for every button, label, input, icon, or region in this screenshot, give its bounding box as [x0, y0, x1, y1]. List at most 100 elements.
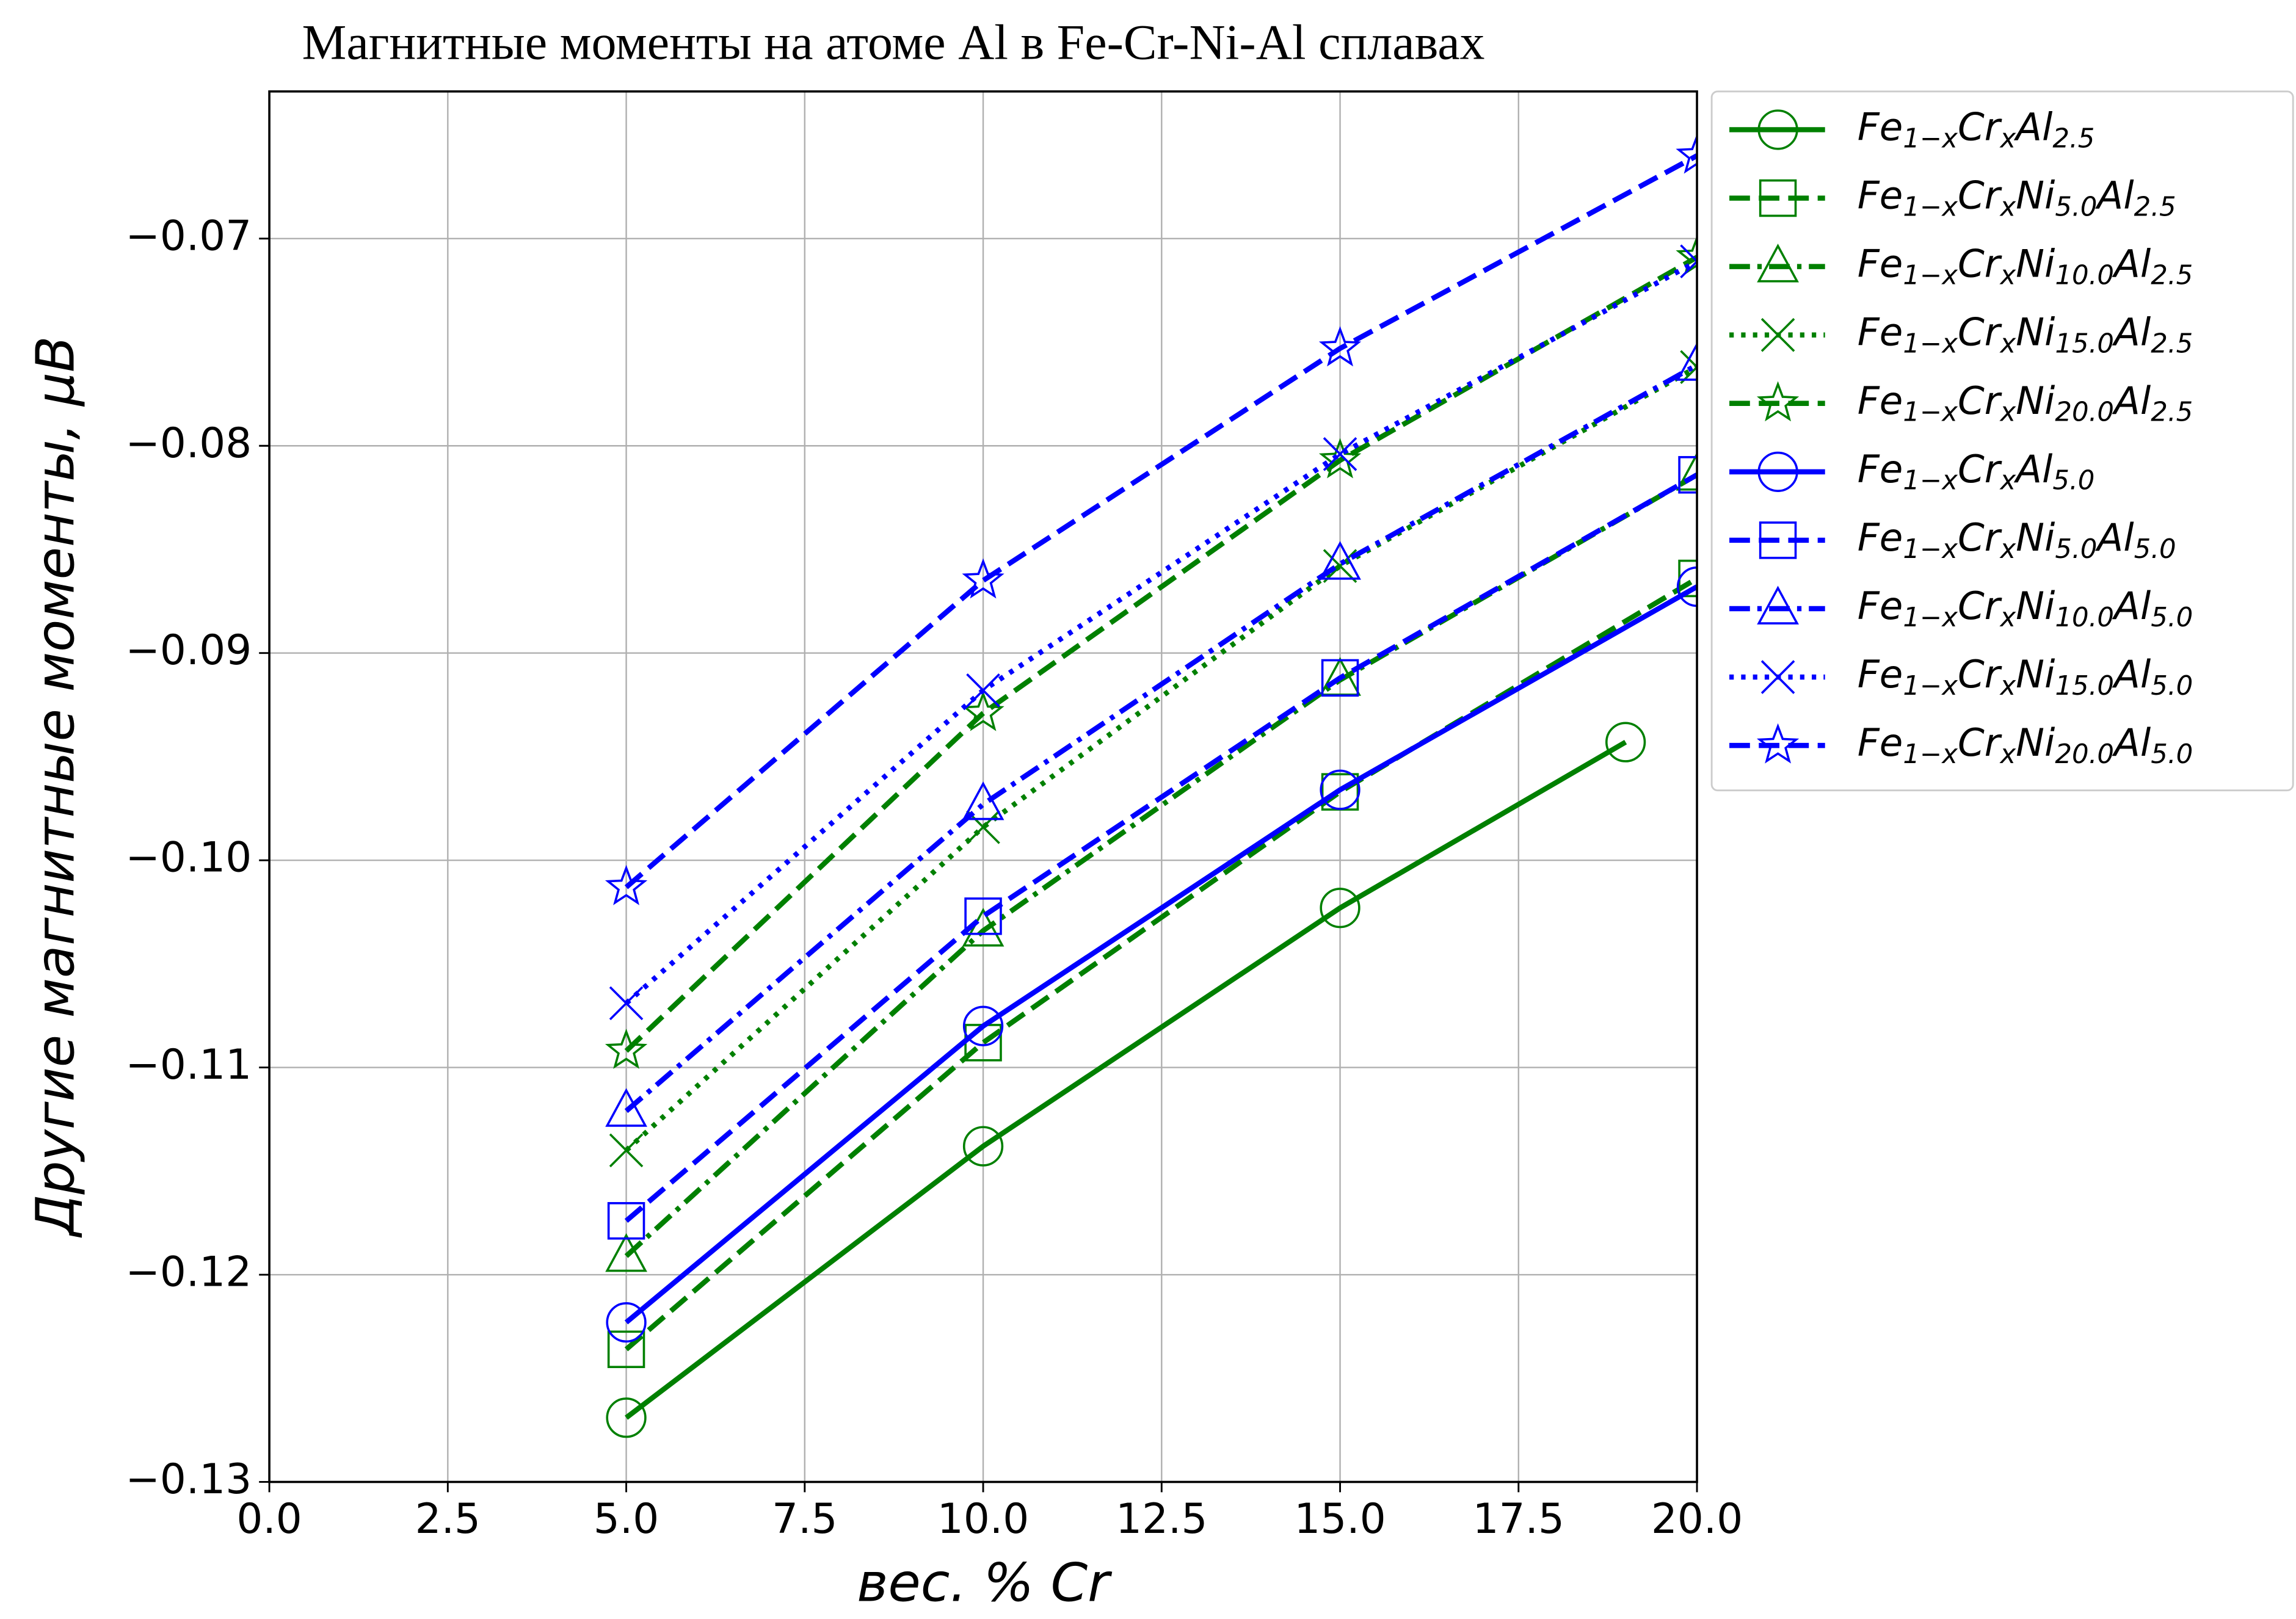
legend-frame [1710, 90, 2294, 792]
marker [607, 1202, 645, 1240]
legend-label-part: Al [2094, 173, 2134, 218]
marker [1676, 452, 1698, 491]
marker [1756, 381, 1800, 422]
marker [1319, 541, 1361, 580]
marker [609, 986, 644, 1021]
marker [605, 1088, 647, 1127]
series-line [625, 740, 1627, 1420]
legend-label-part: Cr [1958, 173, 2002, 218]
legend-label-part: x [1999, 192, 2016, 222]
series-line [624, 584, 1698, 1325]
legend-label-part: 1−x [1903, 192, 1958, 222]
legend-label-part: Fe [1858, 378, 1903, 423]
y-tick-label: −0.12 [125, 1248, 252, 1296]
marker [964, 897, 1002, 935]
marker [605, 1233, 647, 1272]
y-axis-label: Другие магнитные моменты, μB [24, 336, 86, 1238]
series-line [624, 576, 1698, 1352]
legend-label: Fe1−xCrxNi5.0Al5.0 [1858, 515, 2176, 564]
legend-label-part: 1−x [1903, 123, 1958, 154]
marker [1676, 342, 1698, 381]
marker [1757, 585, 1799, 625]
legend-label-part: x [1999, 534, 2016, 564]
legend-label-part: Al [2112, 584, 2151, 628]
marker [962, 908, 1005, 947]
legend: Fe1−xCrxAl2.5Fe1−xCrxNi5.0Al2.5Fe1−xCrxN… [1729, 105, 2193, 770]
legend-label-part: Al [2112, 378, 2151, 423]
legend-label-part: 2.5 [2151, 260, 2193, 291]
marker [962, 1005, 1004, 1046]
marker [1321, 659, 1359, 697]
marker [1759, 521, 1797, 559]
marker [962, 1126, 1004, 1167]
legend-label: Fe1−xCrxNi20.0Al5.0 [1858, 720, 2193, 769]
marker [1676, 234, 1698, 275]
marker [1759, 179, 1797, 217]
marker [605, 864, 648, 905]
legend-label-part: Cr [1958, 447, 2002, 491]
legend-label-part: 1−x [1903, 670, 1958, 701]
legend-label-part: 2.5 [2052, 123, 2094, 154]
chart-title: Магнитные моменты на атоме Al в Fe-Cr-Ni… [302, 14, 1485, 70]
x-tick-label: 5.0 [594, 1494, 659, 1543]
marker [1757, 451, 1798, 492]
legend-label-part: Cr [1958, 378, 2002, 423]
marker [962, 781, 1005, 820]
legend-label-part: x [1999, 123, 2016, 154]
legend-label-part: x [1999, 328, 2016, 359]
legend-label-part: Ni [2016, 310, 2055, 355]
legend-label-part: Fe [1858, 447, 1903, 491]
marker [606, 1302, 647, 1343]
legend-label-part: Ni [2016, 173, 2055, 218]
legend-label-part: 2.5 [2151, 397, 2193, 427]
marker [1676, 133, 1698, 174]
legend-label-part: Cr [1958, 310, 2002, 355]
y-tick-label: −0.11 [125, 1040, 252, 1088]
legend-label-part: x [1999, 260, 2016, 291]
series-line [624, 153, 1698, 889]
x-tick-label: 12.5 [1116, 1494, 1207, 1543]
series [606, 566, 1698, 1343]
legend-label: Fe1−xCrxAl2.5 [1858, 105, 2095, 154]
legend-label-part: 1−x [1903, 260, 1958, 291]
x-tick-label: 2.5 [415, 1494, 481, 1543]
legend-label: Fe1−xCrxNi15.0Al2.5 [1858, 310, 2193, 359]
axes-frame [268, 90, 1698, 1483]
legend-label-part: 10.0 [2055, 260, 2114, 291]
x-tick-label: 0.0 [236, 1494, 302, 1543]
legend-label-part: Fe [1858, 584, 1903, 628]
y-tick-label: −0.07 [125, 211, 252, 259]
series [607, 456, 1698, 1240]
legend-label-part: Ni [2016, 720, 2055, 765]
legend-label-part: Cr [1958, 105, 2002, 150]
marker [1756, 723, 1800, 764]
marker [1318, 438, 1362, 479]
marker [1757, 244, 1799, 283]
series-line [624, 473, 1698, 1223]
legend-label-part: Fe [1858, 173, 1903, 218]
x-tick-label: 20.0 [1651, 1494, 1743, 1543]
legend-label-part: 1−x [1903, 534, 1958, 564]
y-tick-label: −0.09 [125, 626, 252, 674]
legend-label-part: Fe [1858, 652, 1903, 697]
legend-label: Fe1−xCrxNi10.0Al2.5 [1858, 242, 2193, 291]
x-tick-label: 10.0 [937, 1494, 1029, 1543]
series-line [624, 363, 1698, 1114]
legend-label-part: Fe [1858, 105, 1903, 150]
marker [1320, 769, 1361, 810]
plot-area [605, 133, 1698, 1438]
legend-label-part: Ni [2016, 652, 2055, 697]
marker [1676, 566, 1698, 607]
legend-label-part: Fe [1858, 242, 1903, 286]
legend-label-part: Cr [1958, 584, 2002, 628]
legend-label-part: Cr [1958, 652, 2002, 697]
marker [1318, 326, 1362, 367]
series [605, 133, 1698, 905]
legend-label-part: 5.0 [2055, 534, 2097, 564]
legend-label-part: Fe [1858, 515, 1903, 560]
legend-label-part: x [1999, 602, 2016, 632]
marker [1678, 456, 1698, 494]
legend-label-part: 5.0 [2055, 192, 2097, 222]
legend-label-part: Ni [2016, 515, 2055, 560]
